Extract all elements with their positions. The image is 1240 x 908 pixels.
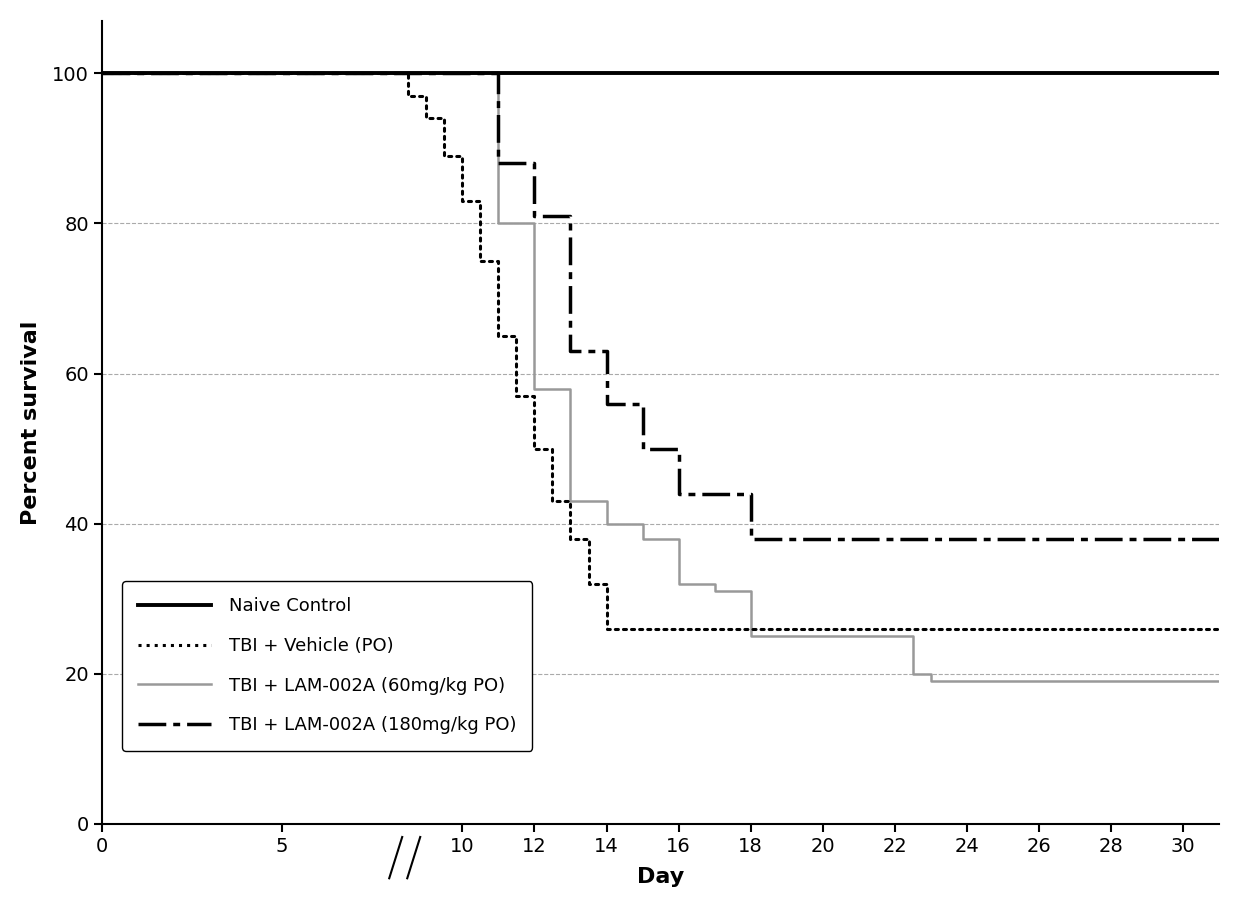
Legend: Naive Control, TBI + Vehicle (PO), TBI + LAM-002A (60mg/kg PO), TBI + LAM-002A (: Naive Control, TBI + Vehicle (PO), TBI +… [123,581,532,751]
X-axis label: Day: Day [637,867,684,887]
Y-axis label: Percent survival: Percent survival [21,321,41,525]
